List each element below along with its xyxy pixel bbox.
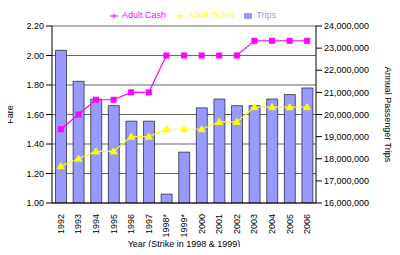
html-text:Adult Ticket: Adult Ticket xyxy=(187,10,235,20)
svg-text:1.40: 1.40 xyxy=(26,139,44,149)
svg-text:2004: 2004 xyxy=(267,214,277,234)
svg-text:16,000,000: 16,000,000 xyxy=(324,198,369,208)
svg-text:2005: 2005 xyxy=(285,214,295,234)
svg-text:1992: 1992 xyxy=(56,214,66,234)
svg-text:2.00: 2.00 xyxy=(26,51,44,61)
svg-text:1993: 1993 xyxy=(73,214,83,234)
svg-text:18,000,000: 18,000,000 xyxy=(324,154,369,164)
svg-text:23,000,000: 23,000,000 xyxy=(324,43,369,53)
svg-text:2001: 2001 xyxy=(214,214,224,234)
svg-text:2003: 2003 xyxy=(249,214,259,234)
svg-text:1994: 1994 xyxy=(91,214,101,234)
svg-text:22,000,000: 22,000,000 xyxy=(324,65,369,75)
svg-text:1996: 1996 xyxy=(126,214,136,234)
svg-text:2000: 2000 xyxy=(197,214,207,234)
html-text:Trips: Trips xyxy=(256,10,277,20)
svg-text:21,000,000: 21,000,000 xyxy=(324,88,369,98)
svg-text:20,000,000: 20,000,000 xyxy=(324,110,369,120)
svg-text:1999*: 1999* xyxy=(179,214,189,238)
svg-text:17,000,000: 17,000,000 xyxy=(324,176,369,186)
svg-text:1.60: 1.60 xyxy=(26,110,44,120)
svg-text:24,000,000: 24,000,000 xyxy=(324,21,369,31)
svg-text:2006: 2006 xyxy=(302,214,312,234)
svg-text:1995: 1995 xyxy=(109,214,119,234)
svg-text:Fare: Fare xyxy=(8,105,15,124)
svg-text:1.80: 1.80 xyxy=(26,80,44,90)
svg-text:2.20: 2.20 xyxy=(26,21,44,31)
html-text:Adult Cash: Adult Cash xyxy=(121,10,166,20)
svg-text:19,000,000: 19,000,000 xyxy=(324,132,369,142)
svg-text:Annual Passenger Trips: Annual Passenger Trips xyxy=(383,67,392,163)
svg-text:2002: 2002 xyxy=(232,214,242,234)
svg-text:1.20: 1.20 xyxy=(26,169,44,179)
svg-text:1997: 1997 xyxy=(144,214,154,234)
svg-text:1.00: 1.00 xyxy=(26,198,44,208)
svg-text:Year (Strike in 1998 & 1999): Year (Strike in 1998 & 1999) xyxy=(128,239,241,247)
svg-text:1998*: 1998* xyxy=(161,214,171,238)
